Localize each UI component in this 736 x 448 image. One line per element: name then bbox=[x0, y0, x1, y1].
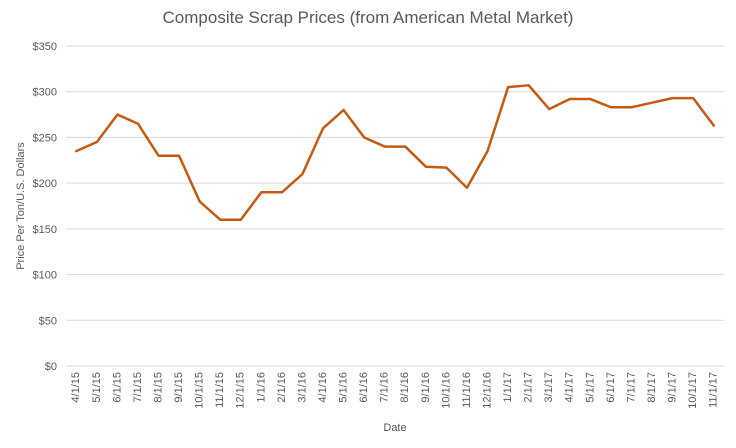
x-tick-label: 9/1/17 bbox=[667, 372, 679, 403]
x-axis-title: Date bbox=[383, 422, 406, 434]
y-tick-label: $0 bbox=[45, 361, 57, 373]
x-tick-label: 4/1/16 bbox=[317, 372, 329, 403]
x-tick-label: 12/1/15 bbox=[235, 372, 247, 409]
x-tick-label: 5/1/17 bbox=[584, 372, 596, 403]
series-layer bbox=[75, 84, 715, 221]
gridlines bbox=[66, 45, 724, 367]
x-tick-label: 4/1/15 bbox=[70, 372, 82, 403]
x-tick-label: 4/1/17 bbox=[564, 372, 576, 403]
y-tick-label: $150 bbox=[33, 224, 57, 236]
x-tick-label: 9/1/15 bbox=[173, 372, 185, 403]
x-tick-label: 9/1/16 bbox=[420, 372, 432, 403]
x-tick-label: 11/1/17 bbox=[708, 372, 720, 408]
y-tick-label: $250 bbox=[33, 132, 57, 144]
y-axis-tick-labels: $0 $50 $100 $150 $200 $250 $300 $350 bbox=[33, 41, 57, 373]
x-tick-label: 5/1/15 bbox=[91, 372, 103, 403]
x-tick-label: 2/1/17 bbox=[523, 372, 535, 403]
y-tick-label: $100 bbox=[33, 270, 57, 282]
x-tick-label: 1/1/17 bbox=[502, 372, 514, 403]
y-tick-label: $300 bbox=[33, 87, 57, 99]
x-tick-label: 8/1/16 bbox=[399, 372, 411, 403]
y-tick-label: $200 bbox=[33, 178, 57, 190]
x-tick-label: 12/1/16 bbox=[481, 372, 493, 409]
x-tick-label: 10/1/17 bbox=[687, 372, 699, 409]
x-tick-label: 7/1/16 bbox=[379, 372, 391, 403]
x-tick-label: 10/1/15 bbox=[194, 372, 206, 409]
y-tick-label: $350 bbox=[33, 41, 57, 53]
x-tick-label: 2/1/16 bbox=[276, 372, 288, 403]
x-tick-label: 1/1/16 bbox=[255, 372, 267, 403]
chart-title: Composite Scrap Prices (from American Me… bbox=[162, 8, 574, 27]
x-tick-label: 8/1/15 bbox=[152, 372, 164, 403]
x-tick-label: 11/1/15 bbox=[214, 372, 226, 408]
x-axis-tick-labels: 4/1/15 5/1/15 6/1/15 7/1/15 8/1/15 9/1/15 10/1… bbox=[70, 372, 719, 409]
x-tick-label: 7/1/15 bbox=[132, 372, 144, 403]
y-tick-label: $50 bbox=[39, 315, 57, 327]
y-axis-title: Price Per Ton/U.S. Dollars bbox=[15, 142, 27, 270]
x-tick-label: 6/1/16 bbox=[358, 372, 370, 403]
x-tick-label: 8/1/17 bbox=[646, 372, 658, 403]
x-tick-label: 3/1/16 bbox=[296, 372, 308, 403]
x-tick-label: 5/1/16 bbox=[338, 372, 350, 403]
x-tick-label: 11/1/16 bbox=[461, 372, 473, 408]
x-tick-label: 3/1/17 bbox=[543, 372, 555, 403]
x-tick-label: 10/1/16 bbox=[440, 372, 452, 409]
x-tick-label: 6/1/17 bbox=[605, 372, 617, 403]
x-tick-label: 7/1/17 bbox=[625, 372, 637, 403]
x-tick-label: 6/1/15 bbox=[111, 372, 123, 403]
series-line bbox=[75, 84, 715, 221]
